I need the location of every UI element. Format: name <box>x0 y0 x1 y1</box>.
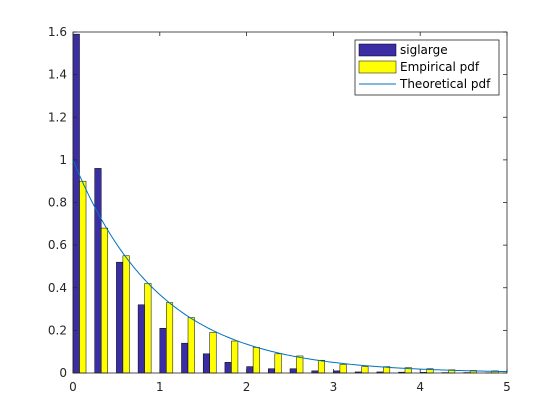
bar-0-6 <box>202 353 210 374</box>
bar-1-13 <box>361 366 369 374</box>
bar-1-2 <box>122 255 130 374</box>
y-tick-label-6: 1.2 <box>48 110 67 124</box>
y-tick-label-4: 0.8 <box>48 196 67 210</box>
bar-0-7 <box>224 362 232 374</box>
y-tick-label-3: 0.6 <box>48 238 67 252</box>
y-tick-label-2: 0.4 <box>48 281 67 295</box>
bar-1-10 <box>296 355 304 374</box>
legend-swatch-0 <box>358 43 397 57</box>
legend-label-2: Theoretical pdf <box>399 77 491 91</box>
bar-1-5 <box>187 317 195 374</box>
bar-0-0 <box>72 33 80 374</box>
bar-0-4 <box>159 327 167 374</box>
legend-swatch-1 <box>358 60 397 74</box>
legend-label-1: Empirical pdf <box>400 60 480 74</box>
x-tick-label-0: 0 <box>69 380 77 394</box>
bar-1-4 <box>166 302 174 374</box>
x-tick-label-2: 2 <box>243 380 251 394</box>
bar-0-3 <box>137 304 145 374</box>
bar-1-6 <box>209 332 217 374</box>
bar-1-9 <box>274 353 282 374</box>
bar-0-2 <box>116 261 124 374</box>
bar-0-8 <box>246 366 254 374</box>
legend-label-0: siglarge <box>400 43 448 57</box>
bar-1-1 <box>100 227 108 374</box>
bar-1-3 <box>144 283 152 374</box>
y-tick-label-1: 0.2 <box>48 323 67 337</box>
bar-1-7 <box>231 340 239 374</box>
y-tick-label-8: 1.6 <box>48 25 67 39</box>
legend: siglarge Empirical pdf Theoretical pdf <box>354 39 500 96</box>
y-tick-label-0: 0 <box>59 366 67 380</box>
x-tick-label-1: 1 <box>156 380 164 394</box>
bar-0-1 <box>94 168 102 374</box>
x-tick-label-5: 5 <box>503 380 511 394</box>
x-tick-label-3: 3 <box>330 380 338 394</box>
bar-1-8 <box>252 347 260 374</box>
x-tick-label-4: 4 <box>416 380 424 394</box>
bar-0-10 <box>289 368 297 374</box>
bar-0-9 <box>268 368 276 374</box>
theoretical-pdf-line <box>72 159 508 373</box>
axes-layer: 0 1 2 3 4 5 0 0.2 0.4 0.6 0.8 1 1.2 1.4 1.6 <box>48 25 511 394</box>
y-tick-label-5: 1 <box>59 153 67 167</box>
bar-1-0 <box>79 180 87 374</box>
line-layer <box>72 159 508 373</box>
y-tick-label-7: 1.4 <box>48 68 67 82</box>
bar-1-12 <box>339 364 347 374</box>
bar-0-5 <box>181 342 189 374</box>
bar-1-11 <box>317 359 325 374</box>
